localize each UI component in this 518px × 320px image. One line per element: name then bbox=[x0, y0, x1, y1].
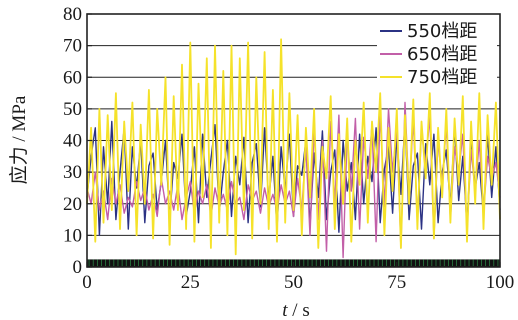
y-tick-label: 80 bbox=[63, 4, 82, 25]
x-tick-label: 25 bbox=[181, 272, 200, 293]
y-tick-label: 10 bbox=[63, 225, 82, 246]
y-tick-label: 60 bbox=[63, 67, 82, 88]
x-axis-title-unit: / s bbox=[288, 300, 310, 320]
legend-label-3: 750档距 bbox=[407, 67, 477, 88]
x-tick-label: 50 bbox=[284, 272, 303, 293]
x-axis-title: t / s bbox=[282, 300, 309, 320]
axis-ticks: 0 10 20 30 40 50 60 70 80 0 25 50 75 100 bbox=[63, 4, 514, 293]
series-line-2 bbox=[86, 101, 501, 259]
y-tick-label: 30 bbox=[63, 162, 82, 183]
series-line-3 bbox=[86, 38, 501, 256]
y-tick-label: 0 bbox=[73, 257, 83, 278]
x-tick-label: 0 bbox=[82, 272, 92, 293]
x-tick-label: 100 bbox=[486, 272, 515, 293]
series-lines bbox=[86, 38, 501, 259]
x-axis-title-italic: t bbox=[282, 300, 288, 320]
y-tick-label: 20 bbox=[63, 194, 82, 215]
y-tick-label: 40 bbox=[63, 131, 82, 152]
y-axis-title: 应力 / MPa bbox=[8, 95, 30, 184]
x-tick-label: 75 bbox=[387, 272, 406, 293]
y-tick-label: 50 bbox=[63, 99, 82, 120]
legend-label-1: 550档距 bbox=[407, 21, 477, 42]
y-tick-label: 70 bbox=[63, 36, 82, 57]
legend-label-2: 650档距 bbox=[407, 44, 477, 65]
